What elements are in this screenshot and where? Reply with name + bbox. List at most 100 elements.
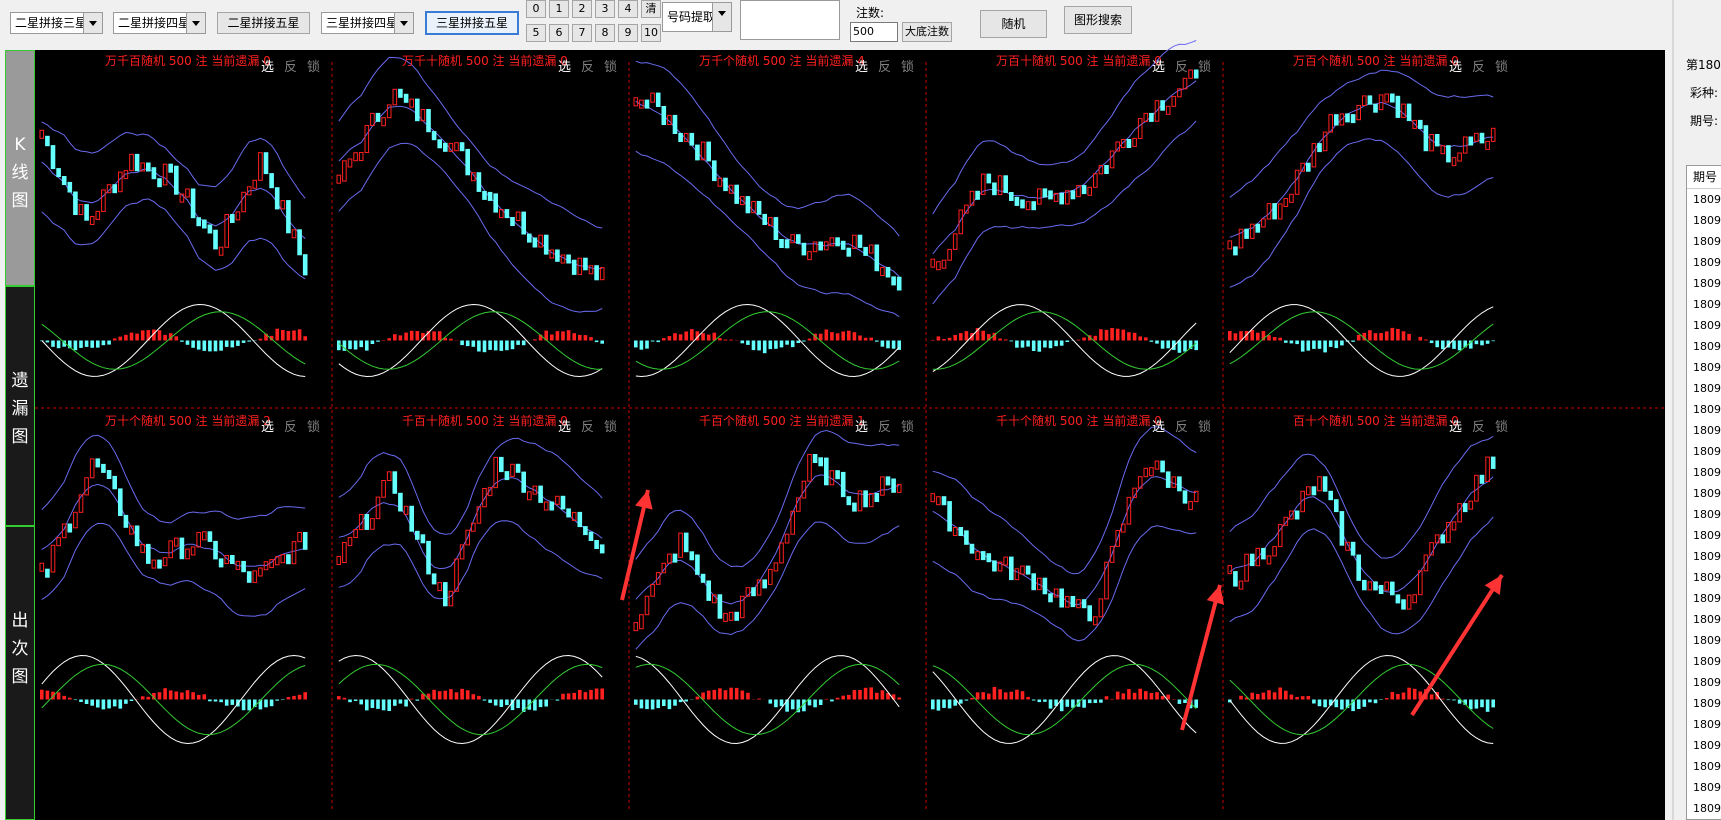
- period-list-item[interactable]: 18092: [1693, 235, 1721, 248]
- tab-occurrence[interactable]: 出次图: [5, 526, 35, 820]
- panel-reverse-button[interactable]: 反: [878, 60, 892, 75]
- numkey-7[interactable]: 7: [572, 24, 592, 42]
- numkey-1[interactable]: 1: [549, 0, 569, 18]
- period-list-item[interactable]: 18092: [1693, 676, 1721, 689]
- panel-lock-button[interactable]: 锁: [307, 60, 321, 75]
- period-list-item[interactable]: 18092: [1693, 466, 1721, 479]
- period-list[interactable]: 期号 18092 18092 18092 18092 18092 18092 18092 18…: [1686, 165, 1721, 820]
- candle: [1154, 100, 1160, 122]
- panel-lock-button[interactable]: 锁: [901, 60, 915, 75]
- panel-select-button[interactable]: 选: [1449, 60, 1463, 75]
- panel-lock-button[interactable]: 锁: [1198, 420, 1212, 435]
- period-list-item[interactable]: 18092: [1693, 340, 1721, 353]
- chevron-down-icon[interactable]: [394, 13, 413, 33]
- three-five-button[interactable]: 三星拼接五星: [425, 11, 519, 35]
- tab-missing[interactable]: 遗漏图: [5, 286, 35, 526]
- chevron-down-icon[interactable]: [83, 13, 102, 33]
- panel-select-button[interactable]: 选: [558, 60, 572, 75]
- random-button[interactable]: 随机: [980, 10, 1047, 38]
- period-list-item[interactable]: 18092: [1693, 718, 1721, 731]
- panel-select-button[interactable]: 选: [855, 60, 869, 75]
- panel-select-button[interactable]: 选: [1152, 60, 1166, 75]
- numkey-4[interactable]: 4: [618, 0, 638, 18]
- panel-lock-button[interactable]: 锁: [604, 60, 618, 75]
- candle: [263, 152, 269, 175]
- period-list-item[interactable]: 18092: [1693, 256, 1721, 269]
- period-list-item[interactable]: 18092: [1693, 781, 1721, 794]
- panel-lock-button[interactable]: 锁: [604, 420, 618, 435]
- numkey-6[interactable]: 6: [549, 24, 569, 42]
- panel-select-button[interactable]: 选: [1152, 420, 1166, 435]
- chevron-down-icon[interactable]: [186, 13, 205, 33]
- period-list-item[interactable]: 18092: [1693, 739, 1721, 752]
- candle: [1277, 524, 1283, 548]
- two-five-button[interactable]: 二星拼接五星: [217, 12, 310, 34]
- tab-k-line[interactable]: K线图: [5, 50, 35, 286]
- panel-reverse-button[interactable]: 反: [284, 60, 298, 75]
- count-input[interactable]: 500: [850, 22, 898, 42]
- macd-bar: [992, 686, 997, 700]
- macd-dif-line: [1229, 304, 1494, 377]
- period-list-item[interactable]: 18092: [1693, 760, 1721, 773]
- chevron-down-icon[interactable]: [712, 3, 731, 31]
- period-list-item[interactable]: 18092: [1693, 382, 1721, 395]
- panel-select-button[interactable]: 选: [261, 60, 275, 75]
- panel-select-button[interactable]: 选: [1449, 420, 1463, 435]
- panel-select-button[interactable]: 选: [855, 420, 869, 435]
- numkey-3[interactable]: 3: [595, 0, 615, 18]
- panel-reverse-button[interactable]: 反: [878, 420, 892, 435]
- panel-reverse-button[interactable]: 反: [581, 60, 595, 75]
- period-list-item[interactable]: 18092: [1693, 193, 1721, 206]
- panel-reverse-button[interactable]: 反: [1472, 420, 1486, 435]
- panel-lock-button[interactable]: 锁: [307, 420, 321, 435]
- period-list-item[interactable]: 18092: [1693, 508, 1721, 521]
- numkey-10[interactable]: 10: [641, 24, 661, 42]
- numkey-9[interactable]: 9: [618, 24, 638, 42]
- panel-lock-button[interactable]: 锁: [1495, 420, 1509, 435]
- period-list-item[interactable]: 18092: [1693, 487, 1721, 500]
- clear-button[interactable]: 清: [641, 0, 661, 18]
- panel-reverse-button[interactable]: 反: [1472, 60, 1486, 75]
- panel-select-button[interactable]: 选: [261, 420, 275, 435]
- candle: [1171, 476, 1177, 488]
- numkey-0[interactable]: 0: [526, 0, 546, 18]
- combo-two-four[interactable]: 二星拼接四星: [113, 12, 206, 34]
- panel-reverse-button[interactable]: 反: [284, 420, 298, 435]
- period-list-item[interactable]: 18092: [1693, 424, 1721, 437]
- period-list-item[interactable]: 18092: [1693, 277, 1721, 290]
- period-list-item[interactable]: 18092: [1693, 214, 1721, 227]
- panel-lock-button[interactable]: 锁: [1198, 60, 1212, 75]
- combo-two-three[interactable]: 二星拼接三星: [10, 12, 103, 34]
- macd-bar: [1312, 340, 1316, 349]
- period-list-item[interactable]: 18092: [1693, 655, 1721, 668]
- period-list-item[interactable]: 18092: [1693, 592, 1721, 605]
- period-list-item[interactable]: 18092: [1693, 529, 1721, 542]
- period-list-item[interactable]: 18092: [1693, 697, 1721, 710]
- panel-reverse-button[interactable]: 反: [1175, 60, 1189, 75]
- panel-lock-button[interactable]: 锁: [901, 420, 915, 435]
- extract-dropdown[interactable]: 号码提取: [662, 2, 732, 32]
- panel-select-button[interactable]: 选: [558, 420, 572, 435]
- period-list-item[interactable]: 18092: [1693, 571, 1721, 584]
- panel-reverse-button[interactable]: 反: [1175, 420, 1189, 435]
- numkey-8[interactable]: 8: [595, 24, 615, 42]
- bottom-count-button[interactable]: 大底注数: [902, 22, 952, 42]
- period-list-item[interactable]: 18092: [1693, 550, 1721, 563]
- panel-reverse-button[interactable]: 反: [581, 420, 595, 435]
- period-list-item[interactable]: 18092: [1693, 319, 1721, 332]
- numkey-5[interactable]: 5: [526, 24, 546, 42]
- period-list-item[interactable]: 18092: [1693, 613, 1721, 626]
- period-list-item[interactable]: 18092: [1693, 802, 1721, 815]
- period-list-item[interactable]: 18092: [1693, 361, 1721, 374]
- period-list-item[interactable]: 18092: [1693, 298, 1721, 311]
- period-list-item[interactable]: 18092: [1693, 403, 1721, 416]
- candle: [891, 276, 896, 286]
- panel-lock-button[interactable]: 锁: [1495, 60, 1509, 75]
- number-textarea[interactable]: [740, 0, 840, 40]
- period-list-item[interactable]: 18092: [1693, 634, 1721, 647]
- period-list-item[interactable]: 18092: [1693, 445, 1721, 458]
- graph-search-button[interactable]: 图形搜索: [1064, 6, 1132, 34]
- macd-bar: [818, 699, 823, 705]
- numkey-2[interactable]: 2: [572, 0, 592, 18]
- combo-three-four[interactable]: 三星拼接四星: [321, 12, 414, 34]
